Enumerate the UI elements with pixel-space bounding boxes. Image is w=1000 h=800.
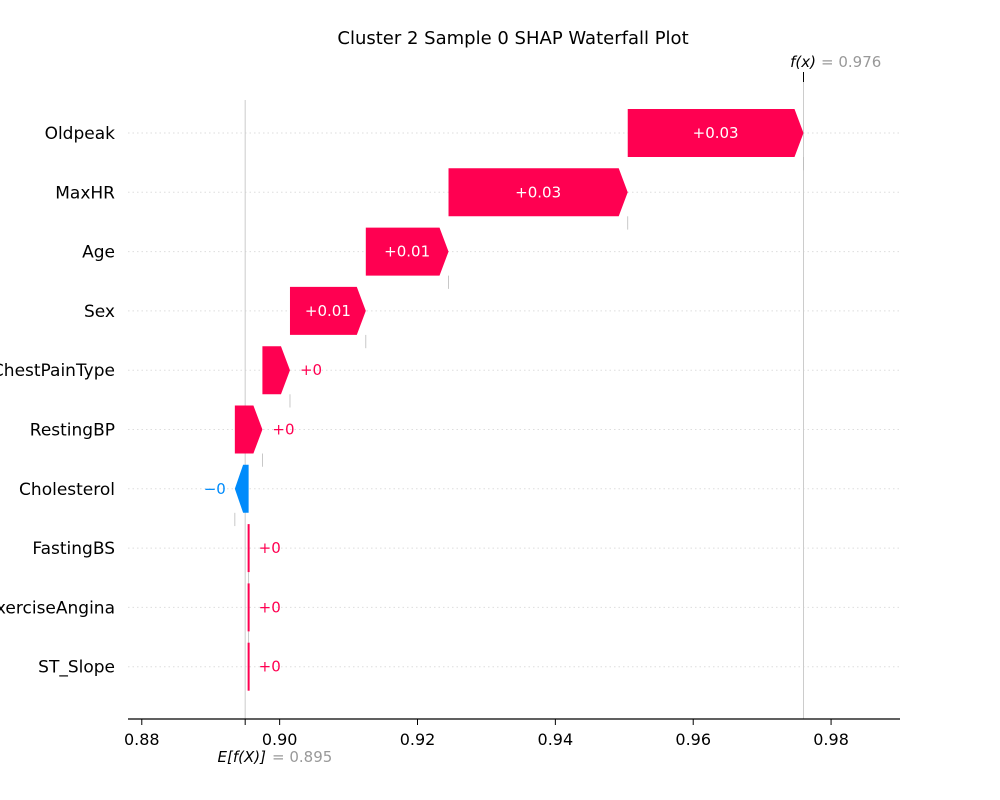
bar-value-label: +0.03 bbox=[515, 183, 561, 201]
feature-bar bbox=[234, 405, 263, 454]
bar-value-label: +0.01 bbox=[384, 243, 430, 261]
bars bbox=[234, 109, 804, 691]
x-tick-label: 0.96 bbox=[675, 730, 711, 749]
bar-value-label: +0 bbox=[300, 361, 322, 379]
x-tick-label: 0.94 bbox=[538, 730, 574, 749]
feature-name-label: Cholesterol bbox=[19, 480, 115, 500]
feature-name-label: Oldpeak bbox=[45, 124, 116, 144]
bar-value-label: +0 bbox=[272, 421, 294, 439]
feature-bar bbox=[262, 346, 290, 395]
output-label-value: = 0.976 bbox=[821, 53, 881, 71]
x-axis: 0.88 0.90 0.92 0.94 0.96 0.98 bbox=[124, 718, 900, 749]
x-tick-label: 0.88 bbox=[124, 730, 160, 749]
bar-value-label: −0 bbox=[204, 480, 226, 498]
base-label-value: = 0.895 bbox=[272, 748, 332, 766]
feature-name-label: FastingBS bbox=[32, 539, 115, 559]
feature-name-label: ChestPainType bbox=[0, 361, 115, 381]
chart-title: Cluster 2 Sample 0 SHAP Waterfall Plot bbox=[337, 28, 688, 49]
bar-value-label: +0 bbox=[259, 539, 281, 557]
feature-name-label: MaxHR bbox=[55, 183, 115, 203]
feature-bar bbox=[448, 168, 628, 217]
feature-name-label: Age bbox=[82, 243, 115, 263]
bar-value-label: +0 bbox=[259, 598, 281, 616]
feature-name-label: ST_Slope bbox=[38, 658, 115, 678]
feature-bar bbox=[627, 109, 804, 157]
x-tick-label: 0.90 bbox=[262, 730, 298, 749]
feature-bar bbox=[234, 464, 249, 513]
x-tick-label: 0.98 bbox=[813, 730, 849, 749]
bar-value-label: +0 bbox=[259, 658, 281, 676]
feature-bar bbox=[365, 227, 449, 276]
base-label-prefix: E[f(X)] bbox=[218, 748, 267, 766]
feature-bar bbox=[289, 286, 366, 335]
bar-value-label: +0.03 bbox=[693, 124, 739, 142]
x-tick-label: 0.92 bbox=[400, 730, 436, 749]
bar-value-label: +0.01 bbox=[305, 302, 351, 320]
output-label-prefix: f(x) bbox=[790, 53, 816, 71]
feature-name-label: Sex bbox=[84, 302, 115, 322]
feature-name-label: ExerciseAngina bbox=[0, 598, 115, 618]
feature-name-label: RestingBP bbox=[30, 421, 115, 441]
labels: Oldpeak +0.03 MaxHR +0.03 Age +0.01 Sex +0.01 Ch… bbox=[0, 124, 739, 678]
